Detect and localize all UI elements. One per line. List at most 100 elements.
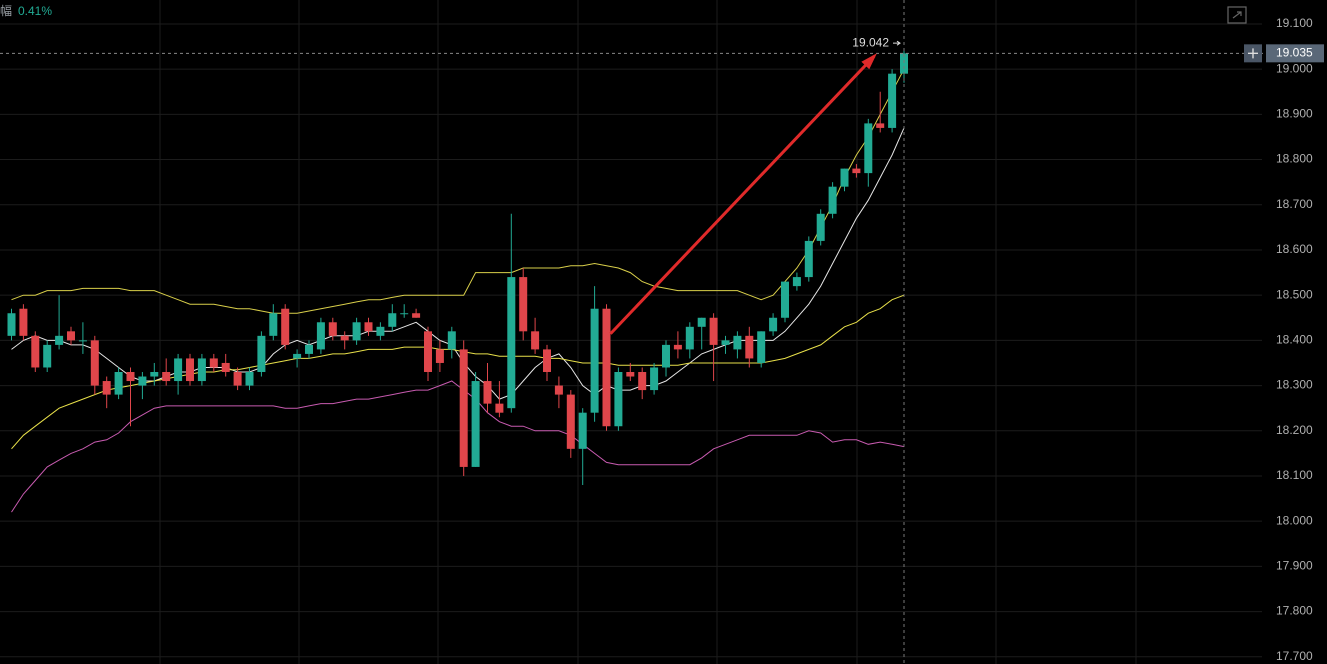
candle-body	[114, 372, 123, 395]
candle-body	[673, 344, 682, 350]
indicator-line	[11, 68, 905, 314]
candle-body	[435, 349, 444, 363]
y-tick-label: 17.900	[1276, 559, 1313, 573]
candle-body	[340, 335, 349, 341]
candle-body	[638, 372, 647, 391]
y-tick-label: 18.600	[1276, 242, 1313, 256]
candle-body	[245, 372, 254, 386]
candle-body	[792, 277, 801, 287]
y-tick-label: 18.900	[1276, 107, 1313, 121]
y-tick-label: 18.500	[1276, 287, 1313, 301]
candle-body	[507, 277, 516, 409]
trend-arrow	[609, 55, 876, 335]
candle-body	[138, 376, 147, 386]
y-tick-label: 17.700	[1276, 649, 1313, 663]
candle-body	[531, 331, 540, 350]
trend-arrow-head	[861, 53, 877, 70]
candle-body	[733, 335, 742, 350]
candle-body	[828, 186, 837, 214]
header-label: 幅	[0, 3, 12, 18]
candle-body	[721, 340, 730, 345]
candle-body	[459, 349, 468, 467]
candle-body	[697, 317, 706, 327]
candle-body	[447, 331, 456, 350]
plus-icon	[1248, 48, 1258, 59]
candle-body	[852, 168, 861, 174]
candle-body	[316, 322, 325, 350]
last-price-label: 19.035	[1276, 46, 1313, 60]
candle-body	[757, 331, 766, 363]
candle-body	[269, 313, 278, 336]
candle-body	[626, 372, 635, 377]
candle-body	[233, 372, 242, 386]
y-tick-label: 18.400	[1276, 333, 1313, 347]
candle-body	[197, 358, 206, 382]
candle-body	[19, 308, 28, 336]
high-annotation-arrow	[893, 40, 901, 46]
candle-body	[781, 281, 789, 318]
fullscreen-frame	[1227, 6, 1247, 24]
candle-body	[804, 240, 813, 278]
candle-body	[7, 313, 16, 336]
candle-body	[352, 322, 361, 341]
candle-body	[388, 313, 397, 327]
candle-body	[840, 168, 849, 187]
candle-body	[126, 372, 135, 382]
candle-body	[554, 385, 563, 395]
candle-body	[328, 322, 337, 336]
candle-body	[495, 403, 504, 413]
last-price-box	[1266, 44, 1324, 63]
candle-body	[162, 372, 171, 382]
candle-body	[412, 313, 421, 318]
candle-body	[566, 394, 575, 449]
candle-body	[900, 53, 908, 74]
header-value: 0.41%	[18, 4, 52, 18]
candle-body	[888, 73, 897, 128]
candle-body	[90, 340, 99, 386]
candle-body	[745, 335, 754, 359]
candle-body	[305, 344, 313, 354]
candle-body	[650, 367, 659, 391]
candle-body	[257, 335, 266, 373]
y-tick-label: 18.800	[1276, 152, 1313, 166]
indicator-line	[11, 380, 905, 513]
candle-body	[67, 331, 75, 341]
candle-body	[424, 331, 432, 373]
candle-body	[769, 317, 778, 332]
candle-body	[174, 358, 183, 382]
candle-body	[150, 372, 159, 377]
fullscreen-arrow	[1232, 11, 1242, 19]
candle-body	[102, 381, 111, 395]
indicator-line	[11, 127, 905, 400]
candle-body	[590, 308, 599, 413]
candle-body	[221, 362, 230, 373]
y-tick-label: 18.100	[1276, 468, 1313, 482]
candle-body	[709, 317, 718, 345]
y-tick-label: 18.200	[1276, 423, 1313, 437]
fullscreen-icon[interactable]	[1227, 6, 1247, 24]
candle-body	[78, 340, 87, 342]
candle-body	[876, 123, 885, 128]
candle-body	[483, 381, 492, 404]
candle-body	[293, 353, 302, 359]
candle-body	[662, 344, 670, 368]
candle-body	[281, 308, 290, 345]
y-tick-label: 17.800	[1276, 604, 1313, 618]
y-tick-label: 19.000	[1276, 61, 1313, 75]
candle-body	[43, 344, 52, 368]
candle-body	[400, 313, 409, 315]
y-tick-label: 19.100	[1276, 16, 1313, 30]
candle-body	[364, 322, 373, 332]
candle-body	[578, 412, 587, 449]
candle-body	[602, 308, 611, 427]
candle-body	[376, 326, 385, 336]
high-annotation: 19.042	[852, 35, 889, 49]
candle-body	[864, 123, 873, 174]
indicator-line	[11, 294, 905, 450]
candle-body	[31, 335, 40, 368]
candle-body	[543, 349, 551, 373]
price-axis-bg	[1262, 0, 1327, 664]
